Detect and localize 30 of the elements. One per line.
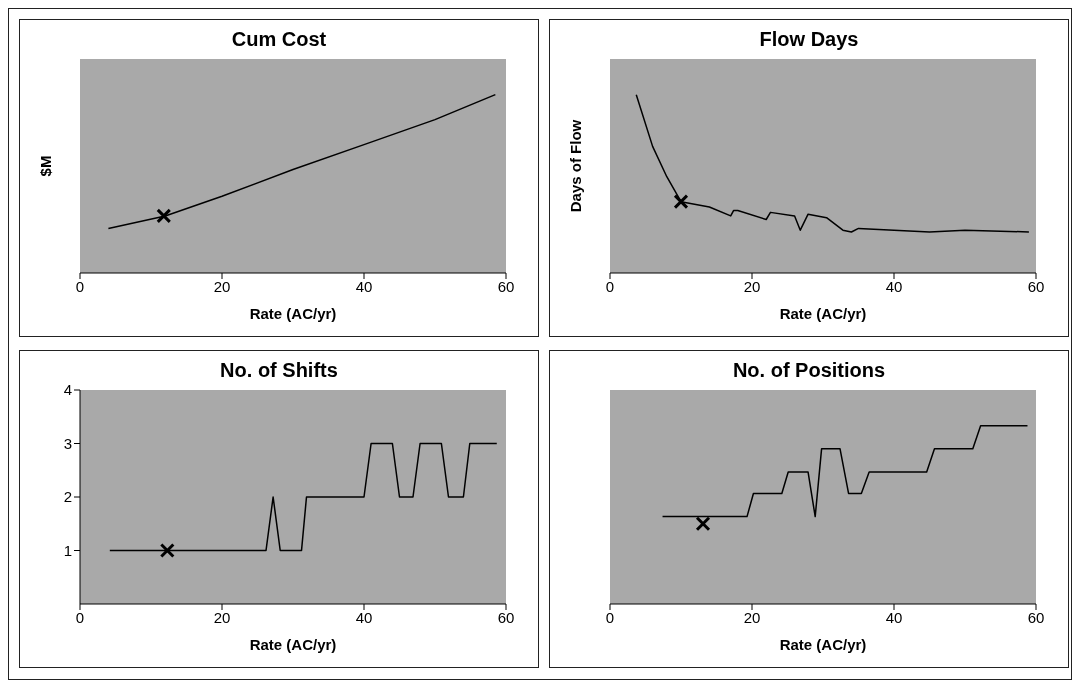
y-axis-title: Days of Flow: [567, 119, 585, 213]
x-tick-label: 60: [1027, 608, 1045, 626]
x-axis-title: Rate (AC/yr): [779, 636, 867, 653]
chart-title: No. of Positions: [731, 359, 887, 382]
y-axis-title: $M: [37, 155, 55, 177]
y-tick-label: 4: [63, 381, 72, 399]
x-tick-label: 40: [355, 277, 373, 295]
x-tick-label: 20: [213, 277, 231, 295]
x-tick-label: 0: [75, 608, 85, 626]
x-tick-label: 0: [75, 277, 85, 295]
x-tick-label: 40: [355, 608, 373, 626]
y-tick-label: 1: [63, 541, 72, 559]
x-tick-label: 0: [605, 277, 615, 295]
x-tick-label: 40: [885, 608, 903, 626]
y-tick-label: 2: [63, 488, 72, 506]
y-tick-label: 3: [63, 434, 72, 452]
chart-title: Flow Days: [758, 28, 860, 51]
x-tick-label: 0: [605, 608, 615, 626]
x-axis-title: Rate (AC/yr): [779, 305, 867, 322]
x-tick-label: 20: [743, 608, 761, 626]
x-axis-title: Rate (AC/yr): [249, 636, 337, 653]
x-tick-label: 60: [1027, 277, 1045, 295]
x-tick-label: 60: [497, 277, 515, 295]
x-axis-title: Rate (AC/yr): [249, 305, 337, 322]
x-tick-label: 40: [885, 277, 903, 295]
x-tick-label: 20: [213, 608, 231, 626]
x-tick-label: 60: [497, 608, 515, 626]
chart-title: Cum Cost: [230, 28, 328, 51]
chart-title: No. of Shifts: [219, 359, 339, 382]
x-tick-label: 20: [743, 277, 761, 295]
